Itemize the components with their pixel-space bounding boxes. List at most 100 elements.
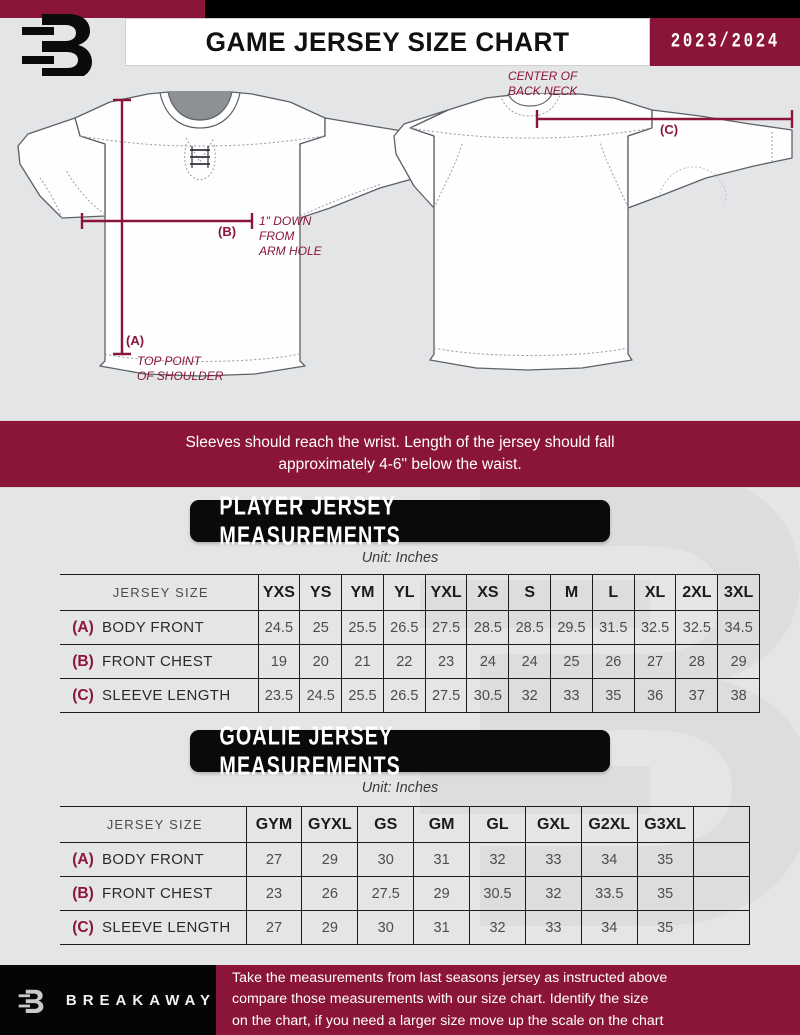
measurement-cell: 27.5 xyxy=(424,610,468,645)
footer-brand-name: BREAKAWAY xyxy=(65,991,216,1009)
jersey-front-view: (A) TOP POINT OF SHOULDER (B) 1" DOWN FR… xyxy=(17,91,471,383)
column-header-2xl: 2XL xyxy=(675,574,719,611)
measurement-cell: 30.5 xyxy=(469,876,526,911)
measurement-row-label: (A) BODY FRONT xyxy=(60,610,259,645)
column-header-g3xl: G3XL xyxy=(636,806,694,843)
measurement-cell xyxy=(692,876,750,911)
table-row: (A) BODY FRONT 27 29 30 31 32 33 34 35 xyxy=(60,842,750,877)
measurement-cell: 35 xyxy=(636,842,694,877)
footer-instructions-text: Take the measurements from last seasons … xyxy=(216,968,681,1033)
measurement-cell: 24 xyxy=(466,644,510,679)
column-header-gl: GL xyxy=(469,806,526,843)
table-header-row: JERSEY SIZE GYM GYXL GS GM GL GXL G2XL G3XL xyxy=(60,806,750,843)
measurement-tag: (B) xyxy=(72,884,94,902)
measurement-cell: 27 xyxy=(633,644,677,679)
footer-brand-block: BREAKAWAY xyxy=(0,965,216,1035)
column-header-gm: GM xyxy=(413,806,471,843)
measurement-tag: (C) xyxy=(72,918,94,936)
column-header-s: S xyxy=(508,574,552,611)
measurement-cell: 29 xyxy=(301,910,359,945)
measure-line-b xyxy=(80,213,254,229)
measurement-name: SLEEVE LENGTH xyxy=(102,687,231,704)
column-header-xs: XS xyxy=(466,574,510,611)
measurement-row-label: (C) SLEEVE LENGTH xyxy=(60,910,247,945)
measurement-cell: 28.5 xyxy=(466,610,510,645)
measurement-cell: 32 xyxy=(469,842,526,877)
measurement-cell: 32 xyxy=(524,876,582,911)
measurement-cell: 23.5 xyxy=(257,678,301,713)
callout-tag-c: (C) xyxy=(660,122,678,137)
goalie-measurements-table-wrap: JERSEY SIZE GYM GYXL GS GM GL GXL G2XL G3XL (A) BO… xyxy=(60,806,750,945)
measurement-cell: 35 xyxy=(591,678,635,713)
measurement-cell: 34.5 xyxy=(717,610,761,645)
row-header-label: JERSEY SIZE xyxy=(60,574,259,611)
callout-label-b-line1: 1" DOWN xyxy=(259,214,312,228)
measurement-cell: 25 xyxy=(299,610,343,645)
measurement-cell: 24 xyxy=(508,644,552,679)
header-accent-maroon xyxy=(0,0,205,18)
row-header-label: JERSEY SIZE xyxy=(60,806,247,843)
measurement-cell: 19 xyxy=(257,644,301,679)
measurement-name: BODY FRONT xyxy=(102,851,205,868)
measurement-cell: 37 xyxy=(675,678,719,713)
measurement-row-label: (C) SLEEVE LENGTH xyxy=(60,678,259,713)
callout-label-b-line2: FROM xyxy=(259,229,294,243)
measurement-cell: 25.5 xyxy=(341,610,384,645)
column-header-xl: XL xyxy=(633,574,677,611)
jersey-back-view: (C) CENTER OF BACK NECK xyxy=(393,69,794,371)
column-header-m: M xyxy=(550,574,593,611)
measurement-cell: 23 xyxy=(245,876,303,911)
footer-line1: Take the measurements from last seasons … xyxy=(232,969,668,986)
column-header-yxs: YXS xyxy=(257,574,301,611)
column-header-yxl: YXL xyxy=(424,574,468,611)
callout-label-c-line1: CENTER OF xyxy=(508,69,578,83)
measurement-cell: 32 xyxy=(469,910,526,945)
measurement-cell: 26.5 xyxy=(382,610,426,645)
measurement-cell: 24.5 xyxy=(257,610,301,645)
measurement-cell: 28.5 xyxy=(508,610,552,645)
measurement-name: FRONT CHEST xyxy=(102,653,213,670)
measurement-cell: 26 xyxy=(591,644,635,679)
table-row: (B) FRONT CHEST 23 26 27.5 29 30.5 32 33.5 35 xyxy=(60,876,750,911)
fit-notice-line1: Sleeves should reach the wrist. Length o… xyxy=(185,433,615,451)
goalie-section-title: GOALIE JERSEY MEASUREMENTS xyxy=(219,720,401,781)
measurement-name: SLEEVE LENGTH xyxy=(102,919,231,936)
measurement-cell: 33.5 xyxy=(580,876,638,911)
callout-label-a-line2: OF SHOULDER xyxy=(137,369,224,383)
measurement-cell: 30 xyxy=(357,910,415,945)
measurement-cell: 28 xyxy=(675,644,719,679)
goalie-unit-label: Unit: Inches xyxy=(361,780,439,796)
measurement-cell: 36 xyxy=(633,678,677,713)
measurement-cell xyxy=(692,910,750,945)
column-header-gym: GYM xyxy=(245,806,303,843)
measurement-cell: 27 xyxy=(245,842,303,877)
measurement-cell: 27.5 xyxy=(357,876,415,911)
measurement-cell: 29.5 xyxy=(550,610,593,645)
measurement-cell: 26.5 xyxy=(382,678,426,713)
measurement-cell: 34 xyxy=(580,842,638,877)
measurement-cell: 30 xyxy=(357,842,415,877)
measurement-cell: 29 xyxy=(301,842,359,877)
measurement-cell: 26 xyxy=(301,876,359,911)
measurement-cell: 31 xyxy=(413,910,471,945)
column-header-yl: YL xyxy=(382,574,426,611)
callout-tag-b: (B) xyxy=(218,224,236,239)
measurement-cell: 23 xyxy=(424,644,468,679)
player-measurements-table-wrap: JERSEY SIZE YXS YS YM YL YXL XS S M L XL 2XL 3XL (A) B… xyxy=(60,574,761,713)
measurement-cell: 33 xyxy=(524,910,582,945)
page-title-container: GAME JERSEY SIZE CHART xyxy=(125,18,650,66)
measurement-cell: 35 xyxy=(636,876,694,911)
measurement-cell: 32.5 xyxy=(675,610,719,645)
measurement-cell: 25 xyxy=(550,644,593,679)
measurement-tag: (A) xyxy=(72,618,94,636)
table-row: (C) SLEEVE LENGTH 27 29 30 31 32 33 34 35 xyxy=(60,910,750,945)
measurement-cell: 35 xyxy=(636,910,694,945)
column-header-ym: YM xyxy=(341,574,384,611)
column-header-gxl: GXL xyxy=(524,806,582,843)
measurement-cell: 34 xyxy=(580,910,638,945)
breakaway-b-logo-icon xyxy=(18,989,44,1014)
measurement-cell: 29 xyxy=(413,876,471,911)
goalie-section-title-pill: GOALIE JERSEY MEASUREMENTS xyxy=(190,721,610,780)
measurement-cell: 20 xyxy=(299,644,343,679)
footer-line2: compare those measurements with our size… xyxy=(232,991,649,1008)
